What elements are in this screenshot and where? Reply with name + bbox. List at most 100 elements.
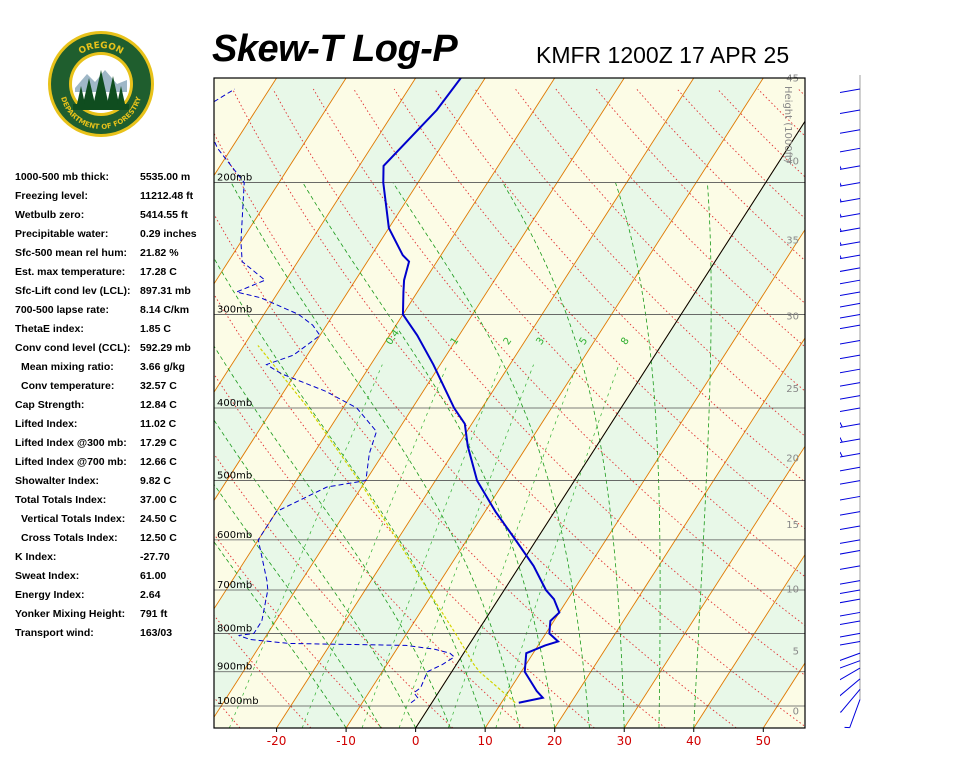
- x-tick-label: 10: [478, 734, 493, 748]
- temperature-band: [0, 78, 207, 728]
- pressure-label: 300mb: [217, 304, 252, 315]
- freezing-isotherm: [415, 120, 805, 728]
- temperature-band: [0, 78, 138, 728]
- index-label: Sfc-Lift cond lev (LCL):: [15, 285, 131, 297]
- wind-barb: [840, 254, 861, 260]
- index-row: ThetaE index: 1.85 C: [15, 320, 210, 339]
- temperature-band: [214, 78, 694, 728]
- index-value: 37.00 C: [140, 494, 177, 506]
- isotherm-line: [0, 78, 68, 728]
- dry-adiabat: [393, 88, 805, 530]
- wind-barb: [840, 539, 861, 544]
- pressure-label: 500mb: [217, 471, 252, 482]
- x-tick-label: -10: [336, 734, 356, 748]
- wind-barb: [840, 407, 861, 413]
- moist-adiabat: [214, 483, 382, 728]
- index-value: 897.31 mb: [140, 285, 191, 297]
- moist-adiabat: [214, 257, 486, 728]
- wind-barb: [840, 213, 861, 218]
- x-tick-label: 20: [547, 734, 562, 748]
- isotherm-line: [214, 78, 556, 610]
- height-axis-label: Height (1000ft): [782, 86, 793, 163]
- index-label: Total Totals Index:: [15, 494, 107, 506]
- mixing-ratio-line: [301, 364, 448, 728]
- index-label: Cap Strength:: [15, 399, 85, 411]
- index-value: 3.66 g/kg: [140, 361, 185, 373]
- index-label: Sweat Index:: [15, 570, 80, 582]
- x-tick-label: 50: [756, 734, 771, 748]
- moist-adiabat: [502, 182, 625, 728]
- index-row: Est. max temperature: 17.28 C: [15, 263, 210, 282]
- index-value: 32.57 C: [140, 380, 177, 392]
- moist-adiabat: [693, 182, 712, 728]
- wind-barb: [840, 652, 861, 661]
- wind-barb: [840, 678, 861, 697]
- index-label: Lifted Index @300 mb:: [15, 437, 127, 449]
- wind-barb: [840, 382, 861, 387]
- index-row: Lifted Index @300 mb: 17.29 C: [15, 434, 210, 453]
- index-value: 8.14 C/km: [140, 304, 190, 316]
- index-value: 12.50 C: [140, 532, 177, 544]
- dry-adiabat: [353, 88, 805, 578]
- index-row: K Index: -27.70: [15, 548, 210, 567]
- temperature-band: [276, 78, 764, 728]
- wind-barb: [840, 480, 861, 485]
- index-value: 5535.00 m: [140, 171, 191, 183]
- wind-barb: [840, 632, 861, 638]
- index-label: 700-500 lapse rate:: [15, 304, 109, 316]
- wind-barb: [840, 267, 861, 272]
- index-row: Sweat Index: 61.00: [15, 567, 210, 586]
- mixing-ratio-line: [447, 364, 578, 728]
- index-label: Est. max temperature:: [15, 266, 126, 278]
- wind-barb: [840, 511, 861, 516]
- wind-barb: [840, 368, 861, 374]
- index-label: Yonker Mixing Height:: [15, 608, 126, 620]
- index-value: 9.82 C: [140, 475, 171, 487]
- wind-barb: [840, 354, 861, 360]
- pressure-label: 800mb: [217, 623, 252, 634]
- wind-barb: [840, 395, 861, 400]
- index-row: Freezing level: 11212.48 ft: [15, 187, 210, 206]
- index-label: Mean mixing ratio:: [21, 361, 114, 373]
- isotherm-line: [0, 78, 138, 728]
- isotherm-line: [554, 337, 805, 728]
- index-label: Lifted Index @700 mb:: [15, 456, 127, 468]
- index-label: Transport wind:: [15, 627, 94, 639]
- height-tick-label: 0: [793, 706, 799, 717]
- index-row: Conv temperature: 32.57 C: [15, 377, 210, 396]
- index-value: 163/03: [140, 627, 173, 639]
- temperature-line: [382, 78, 561, 704]
- index-row: 700-500 lapse rate: 8.14 C/km: [15, 301, 210, 320]
- wind-barb: [840, 437, 861, 444]
- index-label: 1000-500 mb thick:: [15, 171, 109, 183]
- pressure-label: 700mb: [217, 580, 252, 591]
- pressure-label: 400mb: [217, 398, 252, 409]
- index-row: Cap Strength: 12.84 C: [15, 396, 210, 415]
- wind-barb: [840, 88, 861, 94]
- pressure-label: 200mb: [217, 173, 252, 184]
- index-row: Transport wind: 163/03: [15, 624, 210, 643]
- index-row: Cross Totals Index: 12.50 C: [15, 529, 210, 548]
- mixing-ratio-line: [398, 364, 534, 728]
- index-row: Energy Index: 2.64: [15, 586, 210, 605]
- index-value: 592.29 mb: [140, 342, 191, 354]
- index-label: Cross Totals Index:: [21, 532, 118, 544]
- mixing-ratio-line: [229, 364, 383, 728]
- index-label: Precipitable water:: [15, 228, 109, 240]
- height-tick-label: 5: [793, 646, 799, 657]
- x-tick-label: 30: [617, 734, 632, 748]
- index-label: Conv temperature:: [21, 380, 115, 392]
- dry-adiabat: [515, 88, 805, 392]
- index-value: 17.29 C: [140, 437, 177, 449]
- wind-barb: [840, 182, 861, 187]
- index-row: Mean mixing ratio: 3.66 g/kg: [15, 358, 210, 377]
- wind-barb: [840, 598, 861, 604]
- index-label: Freezing level:: [15, 190, 88, 202]
- wind-barb: [840, 109, 861, 115]
- isotherm-line: [484, 228, 805, 728]
- x-tick-label: 0: [412, 734, 420, 748]
- dry-adiabat: [272, 88, 805, 676]
- height-tick-label: 15: [786, 520, 799, 531]
- index-value: 17.28 C: [140, 266, 177, 278]
- isotherm-line: [0, 78, 207, 728]
